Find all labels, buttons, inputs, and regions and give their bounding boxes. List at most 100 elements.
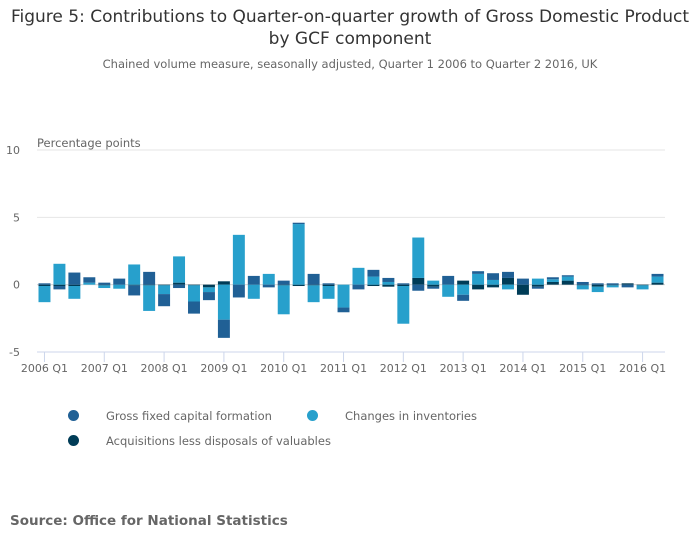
bar-segment[interactable] — [591, 284, 604, 287]
bar-segment[interactable] — [217, 284, 230, 320]
bar-segment[interactable] — [128, 264, 141, 285]
bar-segment[interactable] — [472, 273, 485, 285]
bar-segment[interactable] — [516, 284, 529, 295]
bar-segment[interactable] — [457, 284, 470, 295]
bar-segment[interactable] — [561, 280, 574, 285]
bar-segment[interactable] — [472, 271, 485, 274]
bar-segment[interactable] — [382, 284, 395, 287]
bar-segment[interactable] — [561, 275, 574, 277]
bar-segment[interactable] — [457, 280, 470, 285]
bar-segment[interactable] — [367, 269, 380, 277]
bar-segment[interactable] — [128, 284, 141, 286]
bar-segment[interactable] — [307, 284, 320, 286]
bar-segment[interactable] — [397, 286, 410, 324]
bar-segment[interactable] — [292, 222, 305, 225]
bar-segment[interactable] — [412, 237, 425, 278]
bar-segment[interactable] — [487, 279, 500, 285]
bar-segment[interactable] — [202, 284, 215, 288]
bar-segment[interactable] — [188, 285, 200, 302]
bar-segment[interactable] — [531, 278, 544, 285]
bar-segment[interactable] — [53, 263, 66, 285]
bar-segment[interactable] — [606, 284, 619, 286]
bar-segment[interactable] — [442, 284, 455, 297]
bar-segment[interactable] — [352, 284, 365, 290]
bar-segment[interactable] — [143, 285, 156, 311]
bar-segment[interactable] — [143, 284, 156, 286]
bar-segment[interactable] — [173, 256, 186, 283]
bar-segment[interactable] — [397, 283, 410, 285]
bar-segment[interactable] — [98, 284, 111, 286]
bar-segment[interactable] — [576, 285, 589, 290]
bar-segment[interactable] — [232, 284, 245, 298]
bar-segment[interactable] — [502, 284, 514, 290]
bar-segment[interactable] — [173, 284, 186, 289]
bar-segment[interactable] — [188, 284, 200, 286]
bar-segment[interactable] — [621, 283, 634, 285]
bar-segment[interactable] — [188, 301, 200, 314]
bar-segment[interactable] — [502, 271, 514, 278]
bar-segment[interactable] — [158, 284, 171, 286]
bar-segment[interactable] — [217, 319, 230, 338]
bar-segment[interactable] — [83, 282, 96, 285]
bar-segment[interactable] — [143, 271, 156, 285]
bar-segment[interactable] — [322, 284, 335, 287]
bar-segment[interactable] — [38, 284, 51, 287]
bar-segment[interactable] — [113, 278, 126, 285]
bar-segment[interactable] — [636, 285, 649, 290]
bar-segment[interactable] — [427, 284, 440, 287]
bar-segment[interactable] — [98, 282, 111, 285]
bar-segment[interactable] — [606, 285, 619, 288]
bar-segment[interactable] — [247, 284, 260, 299]
bar-segment[interactable] — [277, 280, 290, 285]
bar-segment[interactable] — [531, 286, 544, 289]
bar-segment[interactable] — [53, 284, 66, 287]
bar-segment[interactable] — [591, 283, 604, 285]
bar-segment[interactable] — [397, 284, 410, 287]
bar-segment[interactable] — [158, 294, 171, 307]
bar-segment[interactable] — [576, 281, 589, 285]
bar-segment[interactable] — [307, 285, 320, 303]
bar-segment[interactable] — [651, 276, 664, 283]
bar-segment[interactable] — [247, 275, 260, 285]
bar-segment[interactable] — [128, 285, 141, 296]
bar-segment[interactable] — [367, 284, 380, 287]
bar-segment[interactable] — [546, 279, 559, 282]
bar-segment[interactable] — [606, 283, 619, 285]
bar-segment[interactable] — [292, 224, 305, 285]
bar-segment[interactable] — [232, 234, 245, 285]
bar-segment[interactable] — [38, 286, 51, 303]
bar-segment[interactable] — [412, 277, 425, 285]
bar-segment[interactable] — [412, 284, 425, 291]
bar-segment[interactable] — [53, 286, 66, 290]
bar-segment[interactable] — [621, 284, 634, 288]
bar-segment[interactable] — [546, 277, 559, 280]
bar-segment[interactable] — [68, 284, 81, 287]
bar-segment[interactable] — [382, 277, 395, 282]
bar-segment[interactable] — [292, 284, 305, 287]
bar-segment[interactable] — [651, 273, 664, 277]
bar-segment[interactable] — [337, 307, 350, 313]
bar-segment[interactable] — [262, 284, 275, 288]
bar-segment[interactable] — [217, 281, 230, 285]
bar-segment[interactable] — [576, 284, 589, 286]
bar-segment[interactable] — [262, 273, 275, 285]
bar-segment[interactable] — [277, 284, 290, 286]
bar-segment[interactable] — [68, 272, 81, 285]
bar-segment[interactable] — [367, 276, 380, 285]
bar-segment[interactable] — [83, 277, 96, 283]
bar-segment[interactable] — [322, 286, 335, 299]
bar-segment[interactable] — [68, 286, 81, 299]
bar-segment[interactable] — [98, 285, 111, 289]
bar-segment[interactable] — [427, 286, 440, 289]
bar-segment[interactable] — [337, 284, 350, 308]
bar-segment[interactable] — [561, 276, 574, 281]
bar-segment[interactable] — [427, 280, 440, 285]
bar-segment[interactable] — [651, 282, 664, 285]
bar-segment[interactable] — [202, 287, 215, 293]
bar-segment[interactable] — [546, 281, 559, 285]
bar-segment[interactable] — [487, 273, 500, 280]
bar-segment[interactable] — [173, 282, 186, 285]
bar-segment[interactable] — [113, 284, 126, 289]
bar-segment[interactable] — [38, 283, 51, 285]
bar-segment[interactable] — [531, 284, 544, 287]
